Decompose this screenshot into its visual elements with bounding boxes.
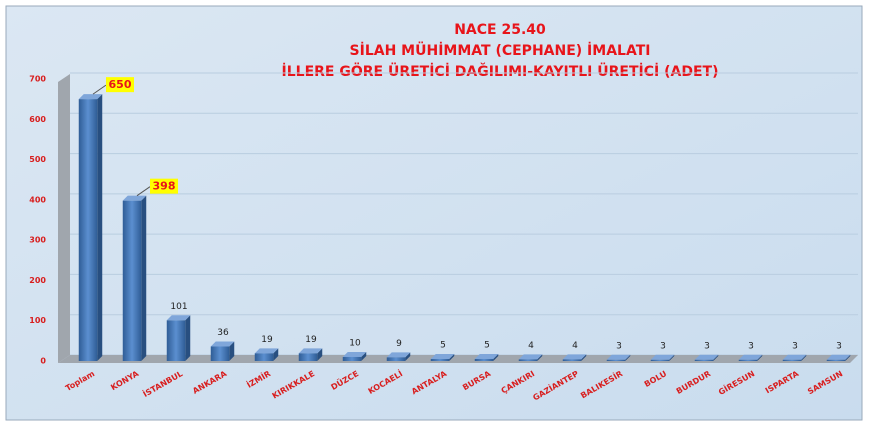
y-tick-label: 0 [40, 357, 46, 366]
value-label: 36 [217, 328, 229, 338]
bar-top [122, 195, 147, 201]
bar [210, 346, 230, 361]
bar-top [430, 353, 455, 359]
bar-top [254, 348, 279, 354]
bar-side [845, 354, 851, 361]
bar-side [185, 315, 191, 361]
bar [298, 353, 318, 361]
bar-side [493, 353, 499, 361]
value-label: 19 [261, 335, 273, 345]
bar [518, 359, 538, 361]
bar [606, 359, 626, 361]
y-tick-label: 500 [29, 155, 46, 164]
bar-side [537, 354, 543, 361]
bar-side [669, 354, 675, 361]
value-label: 101 [170, 302, 187, 312]
y-tick-label: 400 [29, 195, 46, 204]
bar [474, 358, 494, 361]
chart-title: SİLAH MÜHİMMAT (CEPHANE) İMALATI [350, 41, 651, 59]
bar [694, 359, 714, 361]
bar [782, 359, 802, 361]
bar-side [141, 195, 147, 361]
value-label: 398 [153, 180, 176, 193]
value-label: 5 [440, 340, 446, 350]
bar-side [97, 94, 103, 362]
bar-side [273, 348, 279, 361]
value-label: 3 [792, 341, 798, 351]
value-label: 4 [528, 341, 534, 351]
value-label: 3 [660, 341, 666, 351]
bar-top [474, 353, 499, 359]
value-label: 5 [484, 340, 490, 350]
bar-top [650, 354, 675, 360]
bar [78, 99, 98, 362]
bar [386, 357, 406, 361]
y-tick-label: 300 [29, 236, 46, 245]
bar-top [210, 341, 235, 347]
value-label: 3 [616, 341, 622, 351]
y-tick-label: 200 [29, 276, 46, 285]
value-label: 10 [349, 338, 361, 348]
bar [122, 200, 142, 361]
bar-top [694, 354, 719, 360]
value-label: 4 [572, 341, 578, 351]
value-label: 3 [748, 341, 754, 351]
bar-top [386, 352, 411, 358]
wall [58, 74, 70, 363]
value-label-box [150, 178, 178, 194]
bar-top [78, 94, 103, 100]
bar-side [405, 352, 411, 361]
bar [738, 359, 758, 361]
bar [826, 359, 846, 361]
bar-side [361, 351, 367, 361]
value-label: 3 [836, 341, 842, 351]
y-tick-label: 600 [29, 115, 46, 124]
bar-top [606, 354, 631, 360]
value-label: 19 [305, 335, 317, 345]
value-label-box [106, 77, 134, 93]
bar [342, 356, 362, 361]
bar [254, 353, 274, 361]
bar-side [713, 354, 719, 361]
bar-top [826, 354, 851, 360]
bar-top [562, 354, 587, 360]
y-tick-label: 700 [29, 75, 46, 84]
chart-title: İLLERE GÖRE ÜRETİCİ DAĞILIMI-KAYITLI ÜRE… [282, 62, 719, 80]
leader-line [136, 186, 151, 197]
value-label: 3 [704, 341, 710, 351]
bar-side [801, 354, 807, 361]
bar-side [449, 353, 455, 361]
chart-title: NACE 25.40 [454, 22, 546, 38]
bar-side [229, 341, 235, 361]
bar [562, 359, 582, 361]
leader-line [92, 84, 107, 95]
bar [650, 359, 670, 361]
bar-top [518, 354, 543, 360]
bar-side [581, 354, 587, 361]
y-tick-label: 100 [29, 316, 46, 325]
bar-side [625, 354, 631, 361]
bar-side [317, 348, 323, 361]
bar [430, 358, 450, 361]
bar-top [782, 354, 807, 360]
value-label: 9 [396, 339, 402, 349]
bar-top [298, 348, 323, 354]
bar-top [342, 351, 367, 357]
value-label: 650 [109, 78, 132, 91]
background [5, 5, 863, 421]
bar-top [166, 315, 191, 321]
bar-top [738, 354, 763, 360]
bar [166, 320, 186, 361]
bar-side [757, 354, 763, 361]
